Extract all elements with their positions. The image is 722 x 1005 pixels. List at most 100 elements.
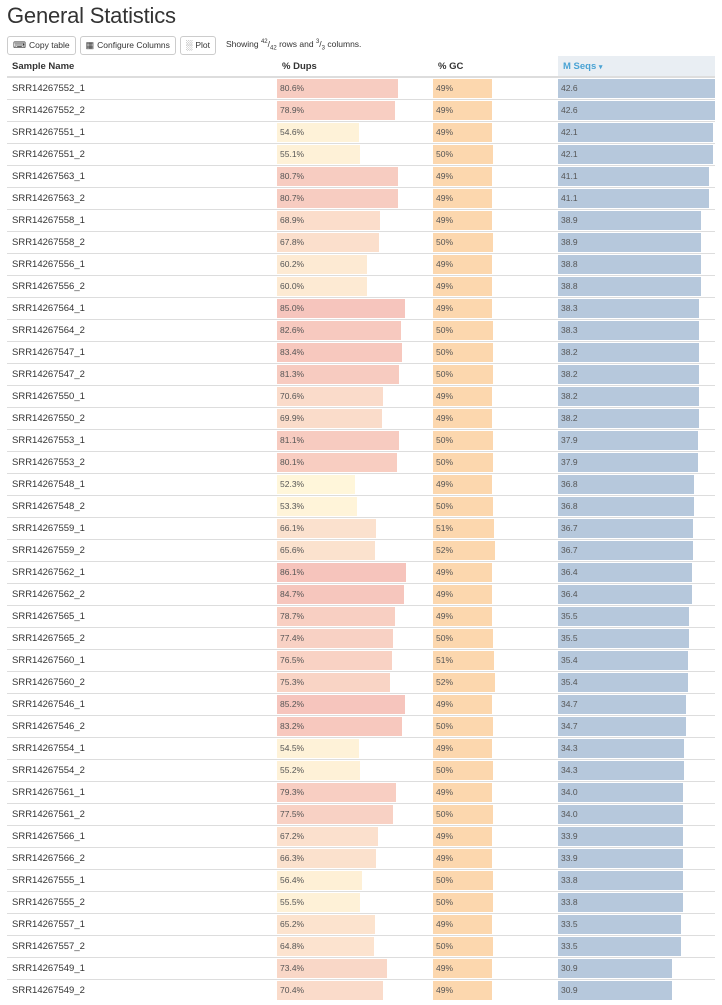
gc-bar (433, 364, 493, 384)
gc-value: 49% (436, 589, 454, 599)
gc-bar (433, 474, 492, 494)
copy-table-button[interactable]: ⌨ Copy table (7, 35, 76, 55)
sample-name-cell: SRR14267556_1 (7, 252, 277, 275)
gc-bar (433, 276, 492, 296)
gc-bar (433, 386, 492, 406)
table-row: SRR14267557_1 65.2% 49% 33.5 (7, 912, 715, 935)
sample-name-cell: SRR14267550_2 (7, 406, 277, 429)
gc-cell: 52% (433, 538, 558, 561)
sample-name-cell: SRR14267565_2 (7, 626, 277, 649)
gc-value: 49% (436, 303, 454, 313)
dups-cell: 84.7% (277, 582, 433, 605)
column-header-sample-name[interactable]: Sample Name (7, 56, 277, 78)
dups-value: 70.4% (280, 985, 305, 996)
m-seqs-bar (558, 958, 672, 978)
gc-cell: 49% (433, 780, 558, 803)
m-seqs-cell: 38.2 (558, 340, 715, 363)
dups-value: 81.3% (280, 369, 305, 379)
table-row: SRR14267561_2 77.5% 50% 34.0 (7, 802, 715, 825)
dups-cell: 75.3% (277, 670, 433, 693)
m-seqs-bar (558, 782, 684, 802)
dups-bar (277, 980, 383, 1000)
configure-columns-label: Configure Columns (97, 40, 170, 50)
table-row: SRR14267551_2 55.1% 50% 42.1 (7, 142, 715, 165)
dups-value: 86.1% (280, 567, 305, 577)
dups-cell: 53.3% (277, 494, 433, 517)
dups-cell: 82.6% (277, 318, 433, 341)
gc-bar (433, 628, 493, 648)
dups-bar (277, 936, 375, 956)
column-header-m-seqs[interactable]: M Seqs ▾ (558, 56, 715, 78)
dups-bar (277, 628, 394, 648)
gc-bar (433, 672, 496, 692)
plot-label: Plot (195, 40, 210, 50)
m-seqs-bar (558, 166, 710, 186)
dups-value: 85.0% (280, 303, 305, 313)
gc-cell: 49% (433, 472, 558, 495)
m-seqs-cell: 34.7 (558, 692, 715, 715)
m-seqs-cell: 38.2 (558, 362, 715, 385)
m-seqs-cell: 42.1 (558, 120, 715, 143)
gc-bar (433, 980, 492, 1000)
dups-value: 67.8% (280, 237, 305, 247)
dups-cell: 56.4% (277, 868, 433, 891)
gc-bar (433, 782, 492, 802)
m-seqs-bar (558, 188, 710, 208)
gc-cell: 49% (433, 406, 558, 429)
m-seqs-cell: 33.9 (558, 846, 715, 869)
gc-bar (433, 452, 493, 472)
table-row: SRR14267556_1 60.2% 49% 38.8 (7, 252, 715, 275)
sample-name-cell: SRR14267565_1 (7, 604, 277, 627)
table-row: SRR14267563_1 80.7% 49% 41.1 (7, 164, 715, 187)
m-seqs-value: 38.3 (561, 325, 578, 335)
table-row: SRR14267549_2 70.4% 49% 30.9 (7, 978, 715, 1001)
dups-cell: 79.3% (277, 780, 433, 803)
table-row: SRR14267559_2 65.6% 52% 36.7 (7, 538, 715, 561)
dups-value: 82.6% (280, 325, 305, 335)
dups-bar (277, 606, 396, 626)
dups-cell: 86.1% (277, 560, 433, 583)
column-header-gc[interactable]: % GC (433, 56, 558, 78)
gc-value: 49% (436, 215, 454, 225)
gc-cell: 50% (433, 362, 558, 385)
dups-cell: 70.4% (277, 978, 433, 1001)
dups-value: 65.6% (280, 545, 305, 555)
m-seqs-value: 38.8 (561, 259, 578, 269)
sample-name-cell: SRR14267552_1 (7, 76, 277, 99)
bar-chart-icon: ░ (185, 39, 193, 50)
m-seqs-value: 34.0 (561, 787, 578, 797)
m-seqs-value: 33.8 (561, 875, 578, 885)
gc-value: 49% (436, 611, 454, 621)
gc-bar (433, 606, 492, 626)
m-seqs-value: 38.3 (561, 303, 578, 313)
gc-cell: 49% (433, 978, 558, 1001)
dups-cell: 64.8% (277, 934, 433, 957)
gc-cell: 50% (433, 714, 558, 737)
sample-name-cell: SRR14267561_1 (7, 780, 277, 803)
dups-cell: 55.5% (277, 890, 433, 913)
gc-value: 50% (436, 325, 454, 335)
configure-columns-button[interactable]: ▦ Configure Columns (79, 35, 176, 55)
plot-button[interactable]: ░ Plot (179, 35, 216, 55)
table-row: SRR14267550_1 70.6% 49% 38.2 (7, 384, 715, 407)
gc-cell: 51% (433, 516, 558, 539)
m-seqs-cell: 35.4 (558, 648, 715, 671)
gc-cell: 50% (433, 626, 558, 649)
gc-value: 50% (436, 875, 454, 885)
dups-bar (277, 276, 367, 296)
dups-cell: 78.7% (277, 604, 433, 627)
m-seqs-cell: 42.1 (558, 142, 715, 165)
dups-value: 73.4% (280, 963, 305, 973)
dups-bar (277, 364, 399, 384)
m-seqs-value: 36.7 (561, 523, 578, 533)
column-header-dups[interactable]: % Dups (277, 56, 433, 78)
m-seqs-bar (558, 496, 694, 516)
m-seqs-cell: 37.9 (558, 450, 715, 473)
gc-value: 49% (436, 259, 454, 269)
m-seqs-cell: 36.4 (558, 582, 715, 605)
gc-value: 50% (436, 765, 454, 775)
gc-cell: 49% (433, 98, 558, 121)
gc-value: 49% (436, 193, 454, 203)
dups-value: 65.2% (280, 919, 305, 929)
m-seqs-bar (558, 408, 699, 428)
